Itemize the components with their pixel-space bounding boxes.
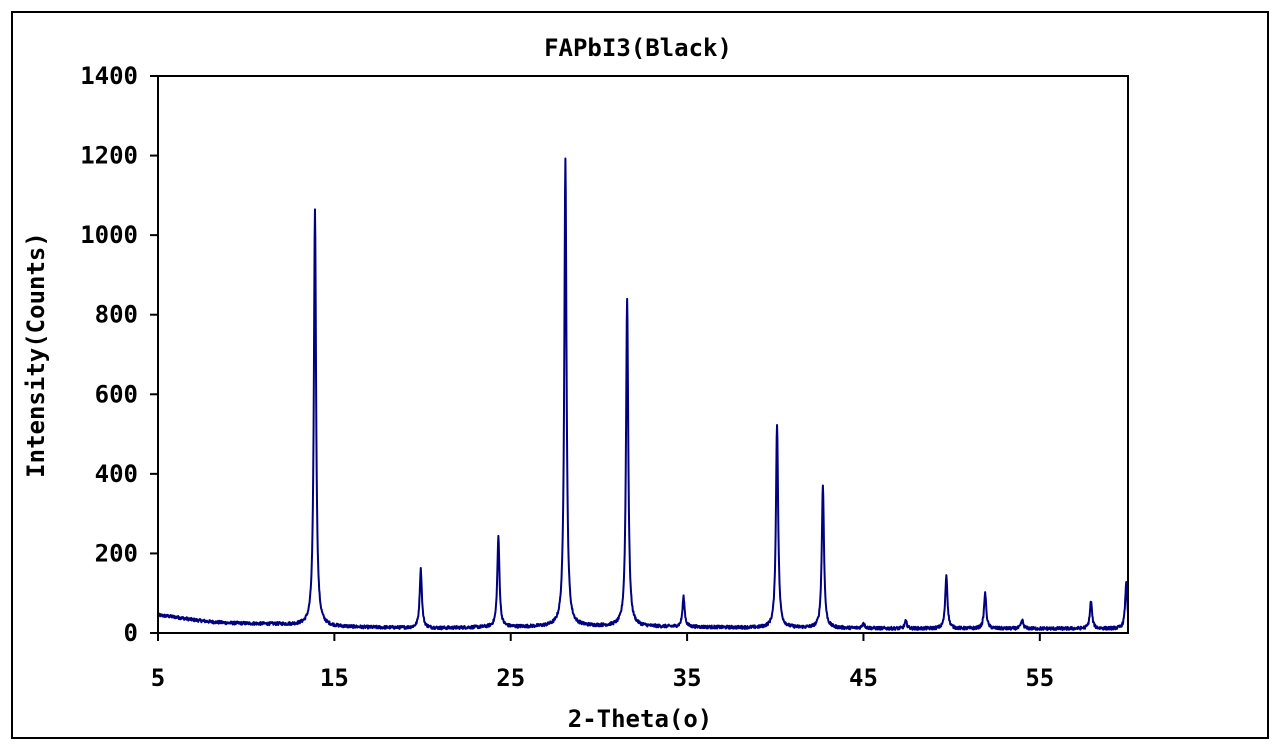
x-tick-label: 55	[1025, 664, 1054, 692]
x-tick-label: 25	[496, 664, 525, 692]
y-axis-title: Intensity(Counts)	[22, 232, 50, 478]
x-tick-label: 45	[849, 664, 878, 692]
chart-title: FAPbI3(Black)	[544, 34, 732, 62]
y-tick-label: 800	[95, 301, 138, 329]
series-line	[157, 157, 1129, 632]
x-tick-label: 35	[673, 664, 702, 692]
x-tick-label: 15	[320, 664, 349, 692]
y-tick-label: 1200	[80, 142, 138, 170]
y-tick-label: 0	[124, 619, 138, 647]
plot-area	[157, 157, 1129, 632]
x-tick-label: 5	[151, 664, 165, 692]
plot-border	[157, 75, 1129, 634]
chart-frame	[11, 11, 1269, 739]
x-axis-ticks: 5 15 25 35 45 55	[151, 633, 1054, 692]
y-tick-label: 1000	[80, 221, 138, 249]
y-axis-ticks: 0 200 400 600 800 1000 1200 1400	[80, 62, 158, 647]
y-tick-label: 600	[95, 380, 138, 408]
x-axis-title: 2-Theta(o)	[568, 705, 713, 733]
y-tick-label: 400	[95, 460, 138, 488]
y-tick-label: 1400	[80, 62, 138, 90]
y-tick-label: 200	[95, 539, 138, 567]
